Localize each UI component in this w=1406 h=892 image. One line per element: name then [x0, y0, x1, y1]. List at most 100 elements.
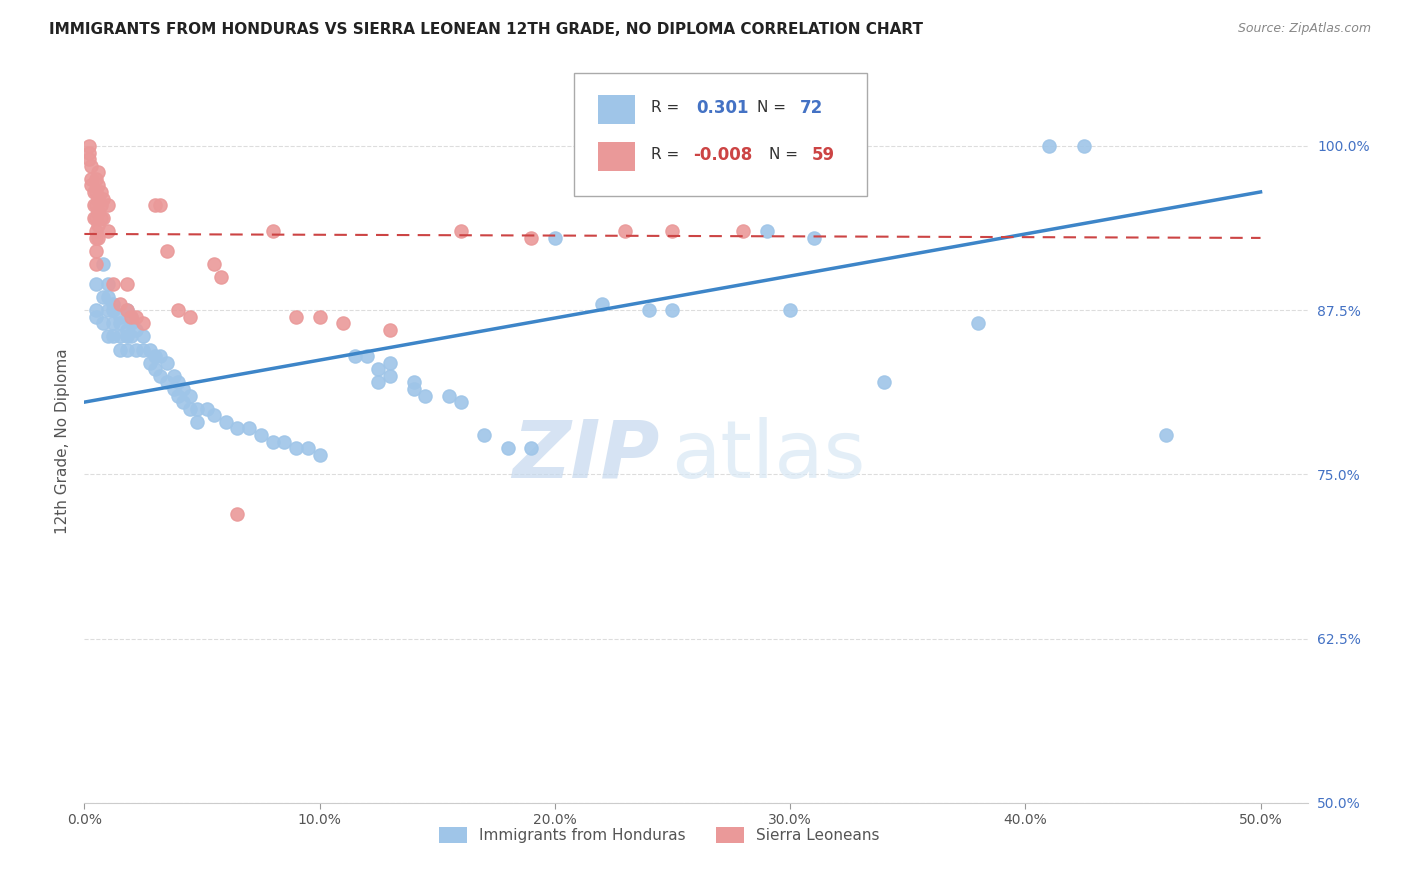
Point: [139, 356, 162, 370]
Point: [84, 224, 107, 238]
Point: [87, 165, 110, 179]
Point: [179, 310, 201, 324]
Point: [87, 192, 110, 206]
Point: [172, 395, 194, 409]
Point: [450, 395, 472, 409]
Point: [367, 362, 389, 376]
Point: [803, 231, 825, 245]
Point: [285, 310, 308, 324]
Point: [297, 441, 319, 455]
Point: [179, 388, 201, 402]
Point: [84, 257, 107, 271]
Point: [167, 376, 190, 390]
Point: [87, 231, 110, 245]
Text: IMMIGRANTS FROM HONDURAS VS SIERRA LEONEAN 12TH GRADE, NO DIPLOMA CORRELATION CH: IMMIGRANTS FROM HONDURAS VS SIERRA LEONE…: [49, 22, 924, 37]
Point: [614, 224, 637, 238]
Y-axis label: 12th Grade, No Diploma: 12th Grade, No Diploma: [55, 349, 70, 534]
Point: [779, 303, 801, 318]
Point: [143, 198, 166, 212]
Point: [437, 388, 460, 402]
Point: [87, 218, 110, 232]
Point: [967, 316, 990, 330]
Point: [91, 257, 114, 271]
Point: [262, 224, 284, 238]
Point: [80, 178, 103, 193]
Point: [332, 316, 354, 330]
Point: [202, 257, 225, 271]
Text: atlas: atlas: [672, 417, 866, 495]
Point: [402, 376, 425, 390]
Point: [226, 507, 249, 521]
Point: [91, 192, 114, 206]
Point: [143, 362, 166, 376]
Point: [380, 323, 402, 337]
Point: [108, 343, 131, 357]
Point: [156, 356, 179, 370]
Point: [84, 277, 107, 291]
Point: [125, 323, 148, 337]
Text: 0.301: 0.301: [696, 99, 748, 117]
Point: [77, 152, 100, 166]
Point: [520, 441, 543, 455]
Point: [91, 211, 114, 226]
Point: [115, 277, 138, 291]
Point: [415, 388, 437, 402]
Point: [84, 211, 107, 226]
Text: ZIP: ZIP: [512, 417, 659, 495]
Point: [638, 303, 661, 318]
Point: [167, 388, 190, 402]
Point: [149, 198, 172, 212]
Point: [167, 303, 190, 318]
Point: [83, 185, 105, 199]
Point: [120, 310, 142, 324]
Point: [195, 401, 218, 416]
Point: [97, 290, 120, 304]
Point: [149, 349, 172, 363]
Point: [731, 224, 754, 238]
Text: 59: 59: [813, 145, 835, 164]
Point: [262, 434, 284, 449]
Point: [97, 198, 120, 212]
Point: [308, 310, 330, 324]
Point: [90, 198, 112, 212]
Point: [83, 211, 105, 226]
Point: [214, 415, 236, 429]
Text: N =: N =: [758, 100, 792, 115]
Point: [84, 231, 107, 245]
Point: [115, 303, 138, 318]
Point: [125, 310, 148, 324]
Point: [156, 244, 179, 258]
Point: [238, 421, 260, 435]
Point: [367, 376, 389, 390]
Point: [87, 204, 110, 219]
Bar: [598, 142, 636, 170]
Point: [450, 224, 472, 238]
Point: [77, 139, 100, 153]
Point: [115, 329, 138, 343]
Point: [163, 382, 186, 396]
Point: [356, 349, 378, 363]
Point: [101, 296, 124, 310]
Point: [186, 401, 208, 416]
Point: [186, 415, 208, 429]
Point: [90, 185, 112, 199]
Point: [661, 303, 683, 318]
FancyBboxPatch shape: [574, 73, 868, 196]
Point: [873, 376, 896, 390]
Point: [108, 329, 131, 343]
Point: [97, 303, 120, 318]
Point: [101, 303, 124, 318]
Point: [115, 343, 138, 357]
Point: [80, 159, 103, 173]
Point: [108, 316, 131, 330]
Point: [101, 316, 124, 330]
Point: [402, 382, 425, 396]
Point: [101, 329, 124, 343]
Legend: Immigrants from Honduras, Sierra Leoneans: Immigrants from Honduras, Sierra Leonean…: [433, 822, 886, 849]
Point: [132, 329, 155, 343]
Point: [115, 323, 138, 337]
Text: R =: R =: [651, 100, 683, 115]
Point: [80, 171, 103, 186]
Point: [591, 296, 613, 310]
Point: [179, 401, 201, 416]
